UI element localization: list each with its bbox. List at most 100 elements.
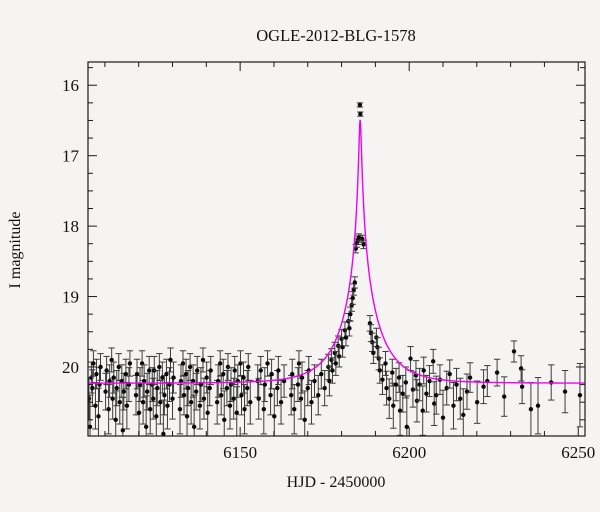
data-point bbox=[451, 403, 456, 408]
data-layer bbox=[88, 102, 585, 436]
data-point bbox=[383, 361, 388, 366]
data-point bbox=[246, 364, 251, 370]
data-point bbox=[535, 403, 541, 408]
data-point-group bbox=[147, 384, 154, 435]
data-point bbox=[262, 382, 268, 387]
data-point bbox=[467, 375, 473, 380]
data-point-group bbox=[561, 369, 569, 414]
data-point bbox=[200, 357, 206, 363]
data-point-group bbox=[510, 340, 518, 363]
data-point bbox=[358, 111, 363, 117]
data-point bbox=[184, 414, 190, 419]
data-point bbox=[90, 385, 95, 391]
data-point-group bbox=[376, 357, 383, 384]
data-point bbox=[170, 396, 175, 401]
data-point-group bbox=[154, 369, 161, 407]
y-tick-label: 20 bbox=[62, 358, 79, 377]
data-point bbox=[352, 280, 357, 285]
data-point bbox=[421, 368, 426, 373]
data-point-group bbox=[351, 276, 358, 289]
data-point-group bbox=[431, 381, 438, 426]
data-point-group bbox=[207, 355, 214, 386]
data-point bbox=[454, 382, 459, 387]
data-point bbox=[377, 368, 382, 373]
data-point-group bbox=[183, 388, 191, 436]
data-point bbox=[146, 368, 152, 373]
data-point bbox=[330, 368, 335, 373]
data-point-group bbox=[439, 389, 447, 436]
data-point bbox=[119, 378, 125, 384]
data-point bbox=[94, 371, 99, 377]
chart-title: OGLE-2012-BLG-1578 bbox=[256, 26, 415, 45]
data-point bbox=[494, 370, 500, 375]
data-point bbox=[217, 361, 223, 366]
data-point bbox=[281, 378, 287, 384]
data-point-group bbox=[349, 291, 356, 305]
data-point-group bbox=[480, 369, 487, 405]
data-point bbox=[424, 391, 429, 396]
data-point-group bbox=[403, 395, 411, 436]
data-point bbox=[123, 371, 129, 377]
data-point-group bbox=[298, 361, 306, 394]
data-point bbox=[329, 357, 334, 363]
data-point-group bbox=[231, 355, 238, 386]
data-point bbox=[309, 399, 314, 405]
data-point bbox=[141, 378, 147, 384]
data-point-group bbox=[357, 111, 364, 117]
data-point-group bbox=[355, 233, 363, 242]
data-point-group bbox=[142, 395, 150, 436]
data-point bbox=[161, 431, 166, 436]
data-point-group bbox=[280, 364, 288, 398]
data-point bbox=[349, 302, 354, 308]
data-point-group bbox=[227, 367, 235, 402]
data-point bbox=[396, 375, 402, 380]
data-point-group bbox=[95, 387, 102, 436]
data-point-group bbox=[237, 350, 244, 377]
data-point-group bbox=[240, 361, 247, 394]
data-point bbox=[356, 235, 362, 240]
data-point bbox=[136, 410, 142, 415]
data-point bbox=[134, 371, 140, 377]
data-point-group bbox=[247, 379, 254, 425]
x-axis-label: HJD - 2450000 bbox=[287, 474, 386, 491]
data-point bbox=[232, 368, 237, 373]
data-point bbox=[258, 368, 263, 373]
data-point bbox=[205, 410, 210, 415]
data-point bbox=[208, 368, 213, 373]
data-point bbox=[104, 368, 109, 373]
data-point bbox=[272, 414, 277, 419]
data-point-group bbox=[223, 369, 231, 407]
data-point-group bbox=[450, 381, 457, 430]
data-point bbox=[427, 378, 432, 384]
data-point bbox=[117, 399, 122, 405]
data-point bbox=[391, 403, 396, 408]
data-point bbox=[168, 357, 173, 363]
data-point bbox=[165, 403, 170, 408]
data-point bbox=[88, 424, 93, 430]
data-point bbox=[295, 382, 301, 387]
data-point bbox=[400, 391, 405, 396]
data-point bbox=[256, 396, 261, 401]
data-point-group bbox=[576, 362, 584, 428]
x-tick-label: 6200 bbox=[392, 443, 426, 462]
data-point-group bbox=[261, 367, 269, 402]
data-point-group bbox=[160, 399, 167, 436]
data-point bbox=[187, 364, 193, 370]
data-point bbox=[113, 417, 118, 423]
data-point bbox=[299, 375, 305, 380]
data-point-group bbox=[90, 350, 97, 377]
data-point bbox=[404, 424, 410, 430]
data-point bbox=[181, 392, 187, 398]
data-point-group bbox=[163, 358, 170, 390]
data-point-group bbox=[189, 364, 197, 398]
data-point bbox=[93, 403, 98, 408]
data-point-group bbox=[500, 376, 508, 417]
data-point-group bbox=[311, 364, 318, 398]
data-point bbox=[290, 371, 295, 377]
data-point bbox=[140, 399, 146, 405]
data-point-group bbox=[264, 350, 271, 377]
data-point bbox=[327, 378, 332, 384]
data-point bbox=[155, 385, 160, 391]
